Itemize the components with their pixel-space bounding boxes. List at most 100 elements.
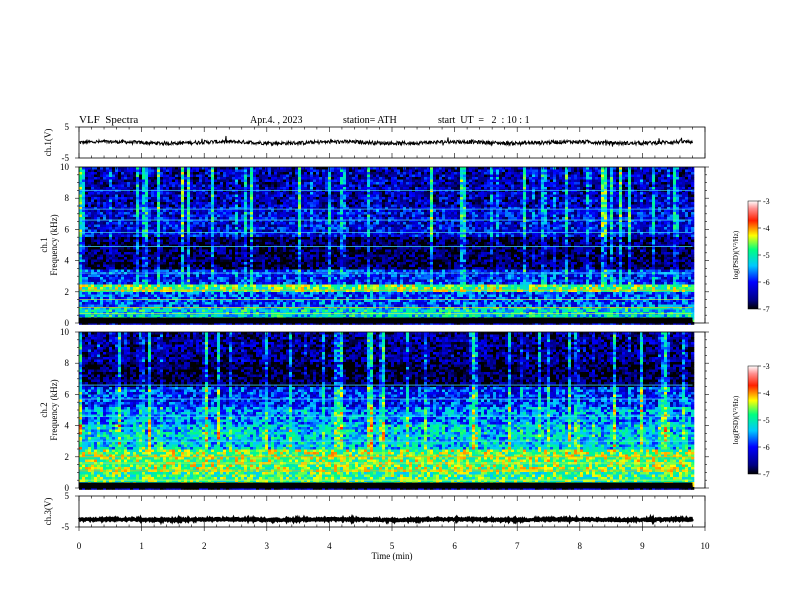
heatmap-cell bbox=[250, 260, 253, 263]
heatmap-cell bbox=[154, 170, 157, 173]
heatmap-cell bbox=[199, 235, 202, 238]
heatmap-cell bbox=[292, 182, 295, 185]
heatmap-cell bbox=[169, 260, 172, 263]
heatmap-cell bbox=[184, 310, 187, 313]
heatmap-cell bbox=[220, 237, 223, 240]
heatmap-cell bbox=[127, 180, 130, 183]
heatmap-cell bbox=[193, 250, 196, 253]
heatmap-cell bbox=[298, 172, 301, 175]
heatmap-cell bbox=[172, 190, 175, 193]
heatmap-cell bbox=[250, 285, 253, 288]
heatmap-cell bbox=[262, 237, 265, 240]
heatmap-cell bbox=[298, 237, 301, 240]
heatmap-cell bbox=[217, 185, 220, 188]
heatmap-cell bbox=[205, 212, 208, 215]
heatmap-cell bbox=[88, 167, 91, 170]
heatmap-cell bbox=[280, 260, 283, 263]
heatmap-cell bbox=[205, 252, 208, 255]
heatmap-cell bbox=[283, 265, 286, 268]
heatmap-cell bbox=[217, 240, 220, 243]
heatmap-cell bbox=[280, 295, 283, 298]
heatmap-cell bbox=[301, 197, 304, 200]
heatmap-cell bbox=[301, 195, 304, 198]
heatmap-cell bbox=[136, 247, 139, 250]
heatmap-cell bbox=[265, 265, 268, 268]
heatmap-cell bbox=[229, 270, 232, 273]
heatmap-cell bbox=[283, 230, 286, 233]
heatmap-cell bbox=[301, 227, 304, 230]
heatmap-cell bbox=[118, 182, 121, 185]
heatmap-cell bbox=[97, 167, 100, 170]
heatmap-cell bbox=[166, 257, 169, 260]
heatmap-cell bbox=[112, 202, 115, 205]
heatmap-cell bbox=[298, 187, 301, 190]
heatmap-cell bbox=[88, 202, 91, 205]
heatmap-cell bbox=[160, 287, 163, 290]
heatmap-cell bbox=[139, 185, 142, 188]
heatmap-cell bbox=[283, 250, 286, 253]
heatmap-cell bbox=[178, 230, 181, 233]
heatmap-cell bbox=[280, 222, 283, 225]
heatmap-cell bbox=[277, 187, 280, 190]
heatmap-cell bbox=[193, 310, 196, 313]
heatmap-cell bbox=[178, 250, 181, 253]
heatmap-cell bbox=[223, 265, 226, 268]
heatmap-cell bbox=[94, 280, 97, 283]
heatmap-cell bbox=[274, 182, 277, 185]
heatmap-cell bbox=[304, 250, 307, 253]
heatmap-cell bbox=[148, 302, 151, 305]
heatmap-cell bbox=[235, 180, 238, 183]
heatmap-cell bbox=[151, 265, 154, 268]
heatmap-cell bbox=[232, 255, 235, 258]
heatmap-cell bbox=[145, 217, 148, 220]
heatmap-cell bbox=[184, 315, 187, 318]
heatmap-cell bbox=[100, 287, 103, 290]
heatmap-cell bbox=[256, 222, 259, 225]
heatmap-cell bbox=[187, 280, 190, 283]
heatmap-cell bbox=[79, 282, 82, 285]
heatmap-cell bbox=[115, 270, 118, 273]
heatmap-cell bbox=[289, 315, 292, 318]
heatmap-cell bbox=[157, 315, 160, 318]
heatmap-cell bbox=[277, 265, 280, 268]
heatmap-cell bbox=[211, 210, 214, 213]
heatmap-cell bbox=[184, 257, 187, 260]
heatmap-cell bbox=[268, 295, 271, 298]
heatmap-cell bbox=[202, 200, 205, 203]
heatmap-cell bbox=[229, 237, 232, 240]
heatmap-cell bbox=[286, 250, 289, 253]
heatmap-cell bbox=[202, 170, 205, 173]
heatmap-cell bbox=[220, 315, 223, 318]
heatmap-cell bbox=[196, 270, 199, 273]
heatmap-cell bbox=[226, 315, 229, 318]
heatmap-cell bbox=[223, 172, 226, 175]
heatmap-cell bbox=[151, 280, 154, 283]
heatmap-cell bbox=[196, 205, 199, 208]
heatmap-cell bbox=[88, 205, 91, 208]
heatmap-cell bbox=[226, 280, 229, 283]
heatmap-cell bbox=[211, 292, 214, 295]
heatmap-cell bbox=[151, 250, 154, 253]
heatmap-cell bbox=[202, 287, 205, 290]
heatmap-cell bbox=[253, 255, 256, 258]
heatmap-cell bbox=[277, 285, 280, 288]
heatmap-cell bbox=[151, 197, 154, 200]
heatmap-cell bbox=[121, 200, 124, 203]
heatmap-cell bbox=[214, 182, 217, 185]
heatmap-cell bbox=[265, 250, 268, 253]
heatmap-cell bbox=[214, 225, 217, 228]
heatmap-cell bbox=[88, 292, 91, 295]
heatmap-cell bbox=[166, 252, 169, 255]
heatmap-cell bbox=[166, 170, 169, 173]
heatmap-cell bbox=[127, 230, 130, 233]
heatmap-cell bbox=[220, 190, 223, 193]
heatmap-cell bbox=[115, 275, 118, 278]
heatmap-cell bbox=[280, 200, 283, 203]
heatmap-cell bbox=[130, 277, 133, 280]
heatmap-cell bbox=[244, 262, 247, 265]
heatmap-cell bbox=[91, 237, 94, 240]
heatmap-cell bbox=[262, 302, 265, 305]
heatmap-cell bbox=[214, 170, 217, 173]
heatmap-cell bbox=[181, 192, 184, 195]
heatmap-cell bbox=[187, 287, 190, 290]
